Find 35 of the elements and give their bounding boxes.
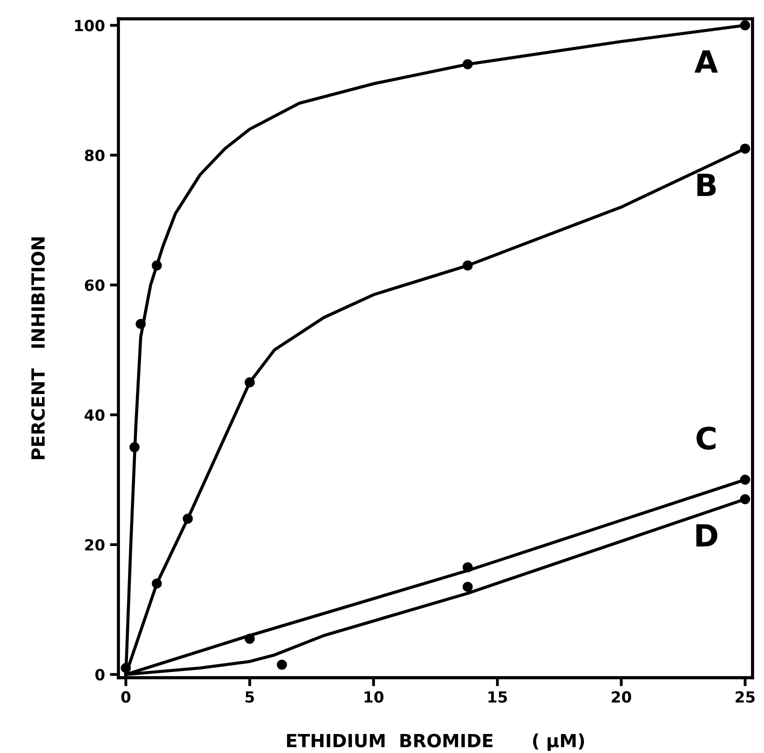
point [740,474,750,485]
y-tick-label: 20 [85,539,104,551]
point [740,144,750,154]
point [152,578,162,589]
point [182,514,193,524]
x-tick-label: 10 [364,691,384,703]
point [152,260,162,271]
point [462,562,473,572]
x-tick-label: 15 [488,691,507,703]
y-tick-label: 0 [95,668,104,680]
point [462,59,473,70]
series-label: B [697,174,716,196]
y-axis-title: PERCENT INHIBITION [31,237,45,460]
point [462,260,473,271]
point [136,318,146,330]
series-label: A [694,50,718,73]
point [129,442,140,452]
point [244,377,255,388]
series-label: D [696,524,718,547]
point [276,660,287,670]
x-axis-title: ETHIDIUM BROMIDE ( μM) [287,733,584,751]
x-tick-label: 20 [612,691,632,703]
y-tick-label: 80 [84,150,104,162]
point [120,662,131,674]
y-tick-label: 40 [84,409,104,421]
y-tick-label: 60 [84,279,104,291]
series-label: C [696,426,716,450]
point [462,582,473,592]
y-tick-label: 100 [75,20,104,32]
point [244,634,255,644]
x-tick-label: 5 [246,691,254,703]
x-tick-label: 0 [121,691,130,703]
point [740,494,750,504]
point [740,20,750,30]
x-tick-label: 25 [736,691,755,703]
